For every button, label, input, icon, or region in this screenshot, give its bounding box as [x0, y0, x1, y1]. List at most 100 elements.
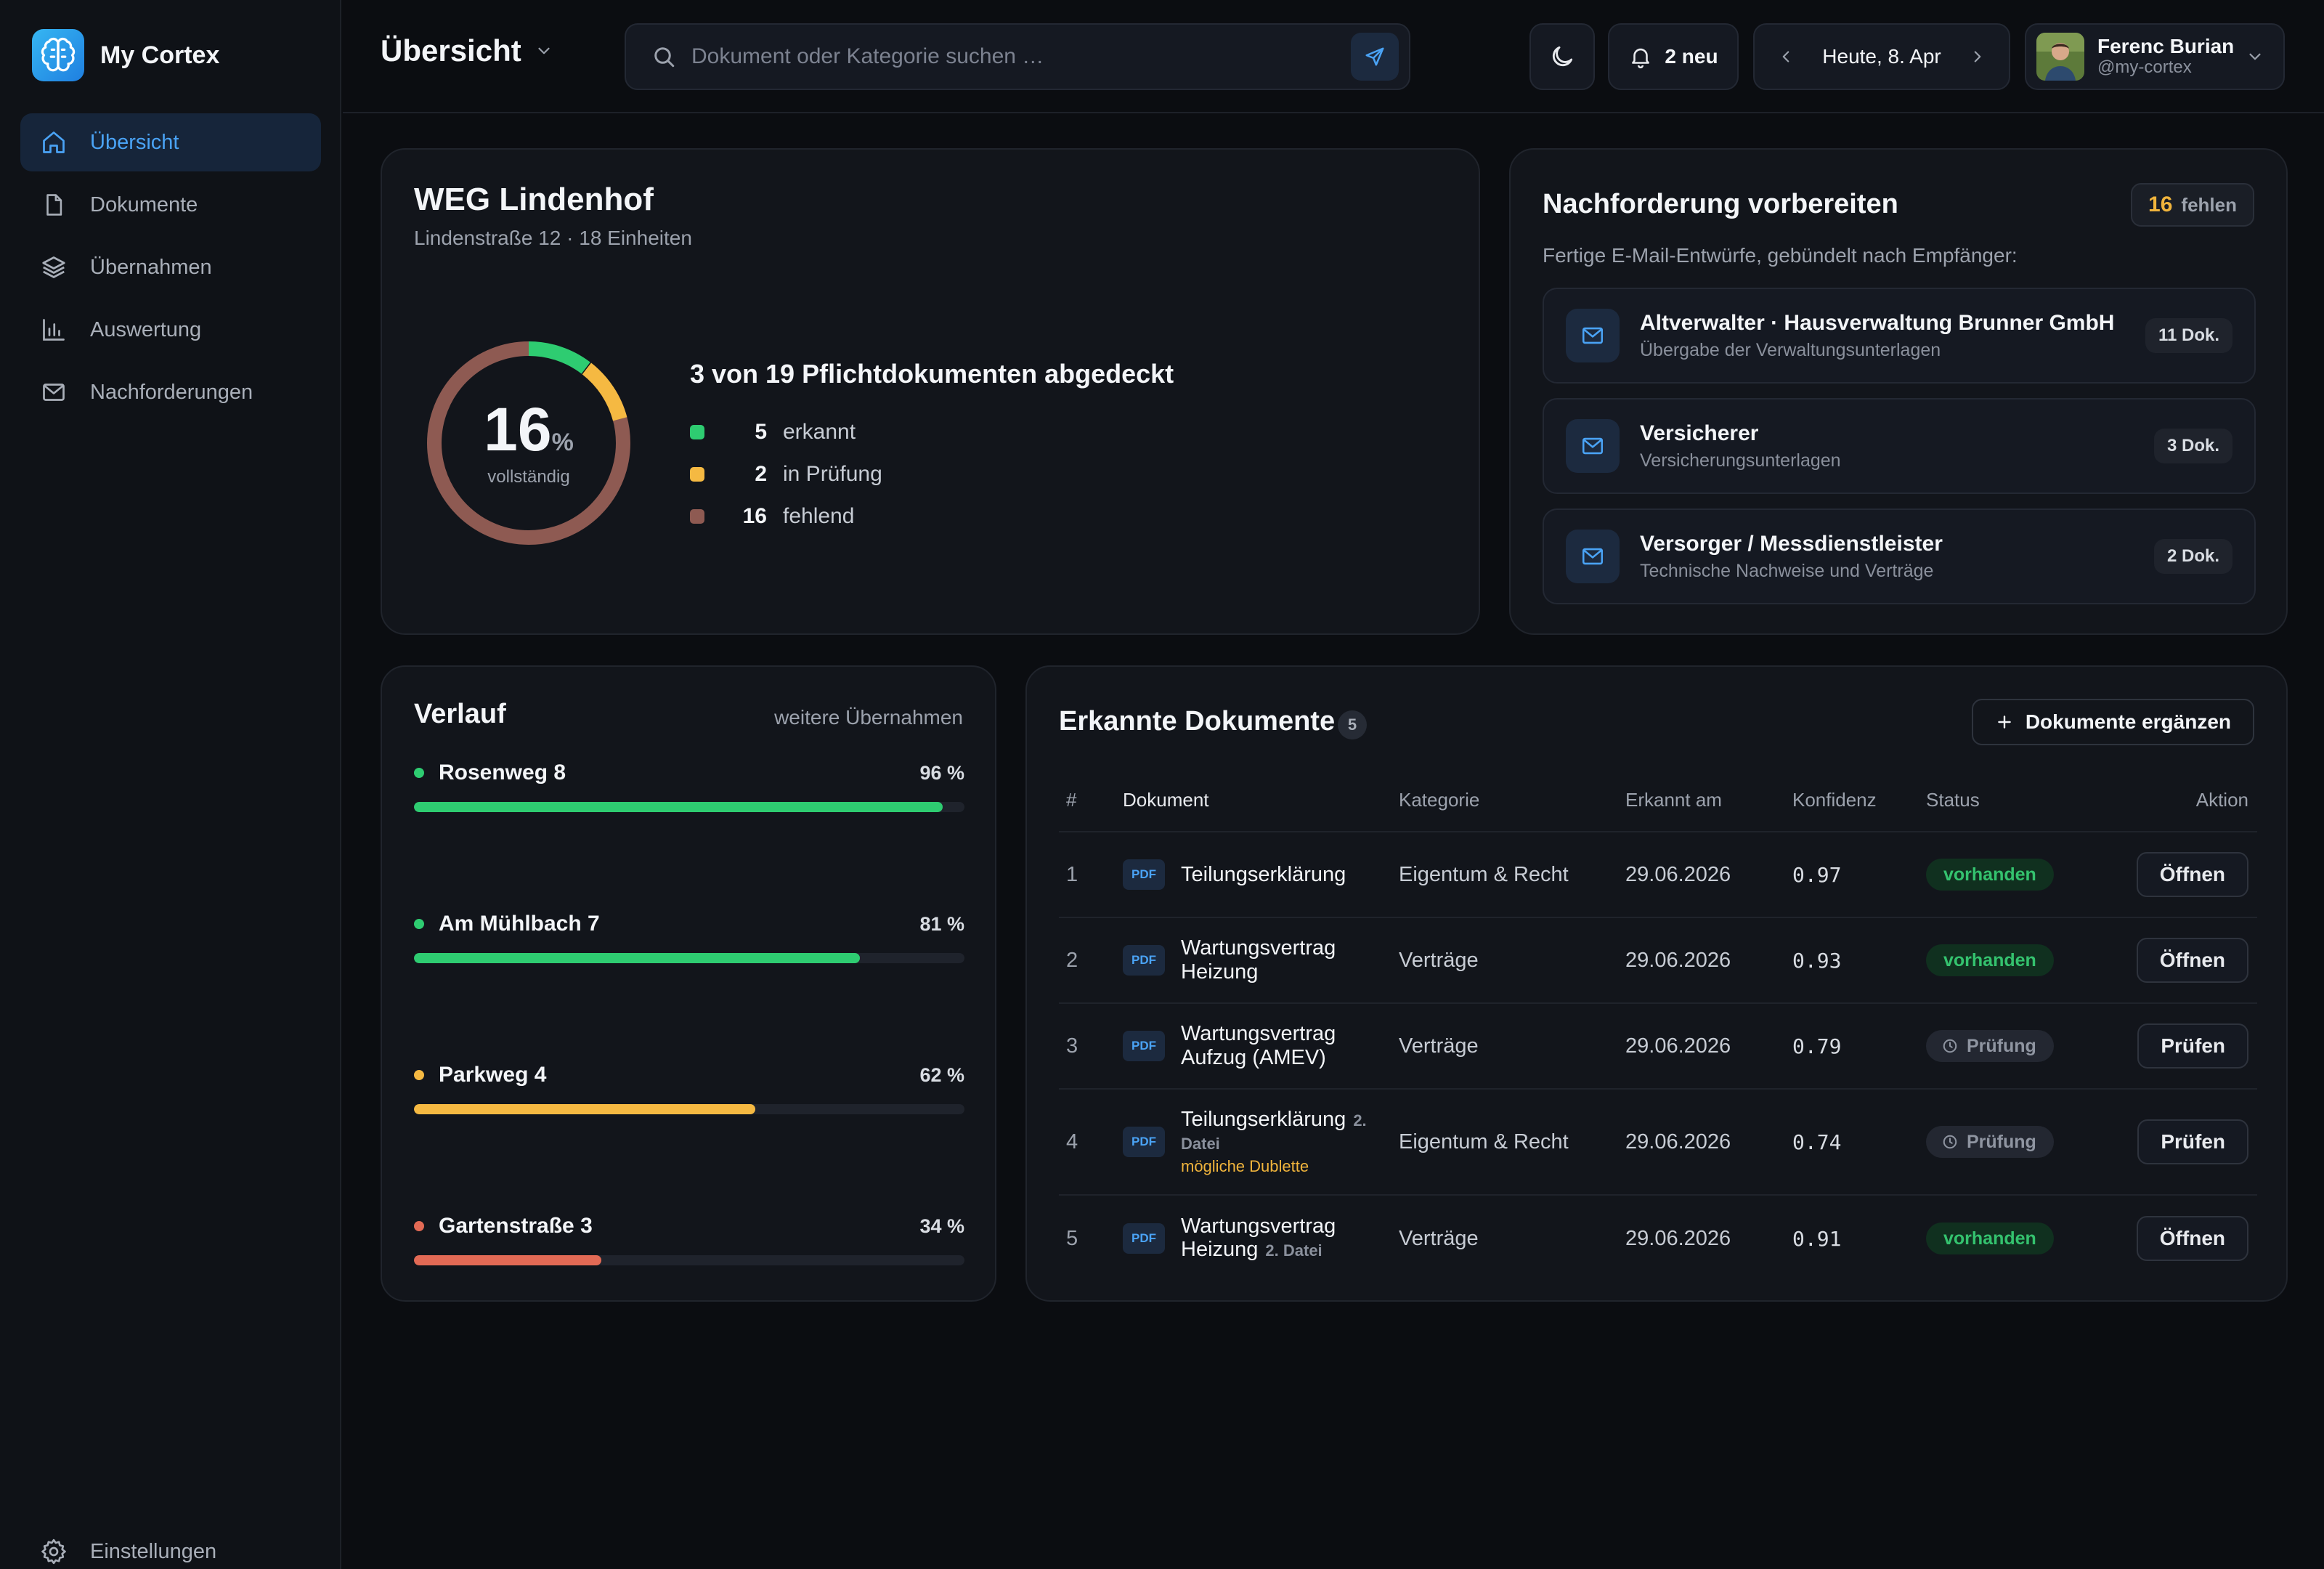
missing-badge: 16 fehlen [2131, 183, 2254, 227]
row-number: 4 [1066, 1130, 1078, 1154]
document-date: 29.06.2026 [1625, 1034, 1731, 1058]
sidebar-item-dokumente[interactable]: Dokumente [20, 176, 321, 234]
sidebar-item-nachforderungen[interactable]: Nachforderungen [20, 363, 321, 421]
document-date: 29.06.2026 [1625, 1130, 1731, 1154]
history-title: Verlauf [414, 699, 506, 729]
chevron-right-icon[interactable] [1968, 47, 1987, 66]
clock-icon [1943, 1135, 1957, 1149]
sidebar-item-label: Dokumente [90, 192, 198, 216]
add-documents-label: Dokumente ergänzen [2025, 710, 2231, 733]
coverage-title: 3 von 19 Pflichtdokumenten abgedeckt [690, 359, 1174, 389]
document-category: Verträge [1399, 1034, 1479, 1058]
sidebar-item-label: Nachforderungen [90, 380, 253, 404]
search-input[interactable] [691, 44, 1351, 69]
legend-swatch [690, 425, 704, 439]
legend-label: erkannt [783, 420, 856, 444]
column-header: Konfidenz [1792, 788, 1877, 811]
table-row: 1 PDF Teilungserklärung Eigentum & Recht… [1059, 832, 2257, 918]
user-menu[interactable]: Ferenc Burian @my-cortex [2025, 23, 2285, 90]
document-name[interactable]: Teilungserklärung [1181, 1108, 1346, 1132]
recipient-desc: Technische Nachweise und Verträge [1640, 560, 1934, 581]
missing-count: 16 [2148, 192, 2173, 216]
review-button[interactable]: Prüfen [2137, 1119, 2248, 1164]
table-row: 2 PDF Wartungsvertrag Heizung Verträge 2… [1059, 918, 2257, 1004]
progress-fill [414, 1104, 755, 1114]
history-item-percent: 34 % [919, 1215, 964, 1237]
sidebar-item-auswertung[interactable]: Auswertung [20, 301, 321, 359]
documents-title: Erkannte Dokumente [1059, 706, 1336, 737]
open-button[interactable]: Öffnen [2136, 1216, 2248, 1261]
notifications-label: 2 neu [1665, 45, 1718, 68]
file-icon [39, 190, 68, 219]
send-icon [1365, 47, 1384, 66]
theme-toggle-button[interactable] [1529, 23, 1595, 90]
layers-icon [39, 253, 68, 282]
history-item[interactable]: Am Mühlbach 7 81 % [414, 909, 964, 1061]
column-header: Dokument [1123, 788, 1209, 811]
date-label: Heute, 8. Apr [1822, 45, 1941, 68]
sidebar-item-label: Übersicht [90, 130, 179, 154]
document-name[interactable]: Wartungsvertrag Aufzug (AMEV) [1181, 1022, 1336, 1069]
notifications-button[interactable]: 2 neu [1608, 23, 1739, 90]
recipient-item[interactable]: Altverwalter · Hausverwaltung Brunner Gm… [1543, 288, 2256, 384]
history-item-name: Parkweg 4 [439, 1063, 547, 1087]
date-navigator: Heute, 8. Apr [1753, 23, 2010, 90]
recipient-item[interactable]: Versicherer Versicherungsunterlagen 3 Do… [1543, 398, 2256, 494]
sidebar-item-uebernahmen[interactable]: Übernahmen [20, 238, 321, 296]
recipient-list: Altverwalter · Hausverwaltung Brunner Gm… [1543, 288, 2256, 619]
history-item[interactable]: Parkweg 4 62 % [414, 1061, 964, 1212]
coverage-legend: 5 erkannt 2 in Prüfung 16 fehlend [690, 411, 882, 538]
document-name[interactable]: Wartungsvertrag Heizung [1181, 936, 1336, 984]
status-dot [414, 1070, 424, 1080]
documents-table: # Dokument Kategorie Erkannt am Konfiden… [1059, 769, 2257, 1281]
row-number: 3 [1066, 1034, 1078, 1058]
status-badge: Prüfung [1926, 1126, 2054, 1158]
sidebar-item-uebersicht[interactable]: Übersicht [20, 113, 321, 171]
missing-label: fehlen [2181, 193, 2237, 216]
sidebar-item-label: Übernahmen [90, 255, 212, 279]
history-list: Rosenweg 8 96 % Am Mühlbach 7 81 % Parkw… [414, 758, 964, 1363]
open-button[interactable]: Öffnen [2136, 852, 2248, 897]
document-confidence: 0.74 [1792, 1130, 1842, 1154]
app-name: My Cortex [100, 41, 220, 69]
completeness-donut: 16% vollständig [426, 340, 632, 546]
recipient-doc-count: 2 Dok. [2153, 539, 2232, 574]
add-documents-button[interactable]: Dokumente ergänzen [1971, 699, 2254, 745]
brand[interactable]: My Cortex [32, 29, 219, 81]
chevron-left-icon[interactable] [1776, 47, 1795, 66]
column-header: Kategorie [1399, 788, 1480, 811]
status-badge: vorhanden [1926, 859, 2054, 891]
review-button[interactable]: Prüfen [2137, 1023, 2248, 1069]
bell-icon [1632, 48, 1650, 69]
pdf-file-icon: PDF [1123, 1223, 1165, 1254]
legend-item: 2 in Prüfung [690, 453, 882, 495]
topbar: Übersicht 2 neu Heute, 8. Apr [343, 0, 2324, 113]
chevron-down-icon [538, 47, 550, 54]
property-subtitle: Lindenstraße 12 · 18 Einheiten [414, 227, 692, 249]
page-title-dropdown[interactable]: Übersicht [381, 33, 553, 68]
open-button[interactable]: Öffnen [2136, 938, 2248, 983]
document-confidence: 0.79 [1792, 1034, 1842, 1058]
send-search-button[interactable] [1351, 33, 1399, 81]
document-name[interactable]: Teilungserklärung [1181, 862, 1346, 886]
status-badge: Prüfung [1926, 1030, 2054, 1062]
history-item[interactable]: Gartenstraße 3 34 % [414, 1212, 964, 1363]
mail-icon [1566, 530, 1620, 583]
recognized-documents-card: Erkannte Dokumente 5 Dokumente ergänzen … [1025, 665, 2288, 1302]
sidebar-item-einstellungen[interactable]: Einstellungen [39, 1537, 216, 1566]
recipient-item[interactable]: Versorger / Messdienstleister Technische… [1543, 508, 2256, 604]
document-date: 29.06.2026 [1625, 862, 1731, 886]
followup-card: Nachforderung vorbereiten 16 fehlen Fert… [1509, 148, 2288, 635]
avatar [2036, 33, 2084, 81]
document-name[interactable]: Wartungsvertrag Heizung [1181, 1215, 1336, 1261]
recipient-desc: Versicherungsunterlagen [1640, 450, 1841, 471]
legend-swatch [690, 467, 704, 482]
pdf-file-icon: PDF [1123, 1127, 1165, 1157]
recipient-doc-count: 3 Dok. [2153, 429, 2232, 463]
table-header: # Dokument Kategorie Erkannt am Konfiden… [1059, 769, 2257, 832]
settings-label: Einstellungen [90, 1539, 217, 1563]
legend-count: 16 [742, 504, 767, 528]
history-item[interactable]: Rosenweg 8 96 % [414, 758, 964, 909]
more-takeovers-link[interactable]: weitere Übernahmen [774, 706, 963, 729]
document-date: 29.06.2026 [1625, 948, 1731, 972]
